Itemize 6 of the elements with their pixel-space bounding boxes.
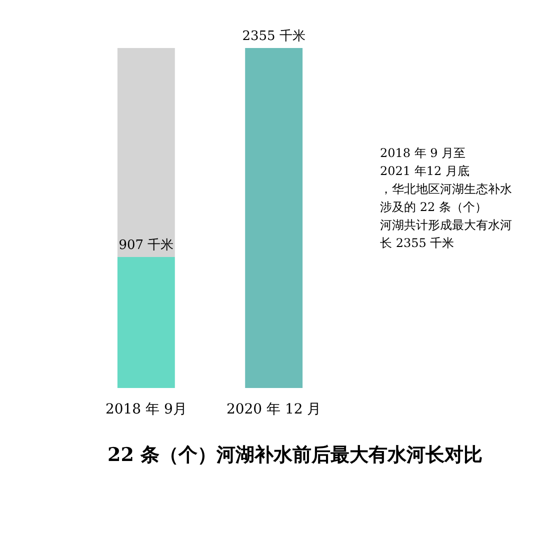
text: 22 条（个）河湖补水前后最大有水河长对比 <box>107 444 483 466</box>
x-tick-label: 2020 年 12 月 <box>226 402 322 418</box>
text: 2018 年 9 月至2021 年12 月底，华北地区河湖生态补水涉及的 22 条（个）河湖共计形成最大有水河长 2355 千米 <box>380 146 512 250</box>
x-tick-label: 2018 年 9月 <box>105 402 187 418</box>
data-label: 907 千米 <box>118 238 174 254</box>
data-label: 2355 千米 <box>242 29 306 44</box>
